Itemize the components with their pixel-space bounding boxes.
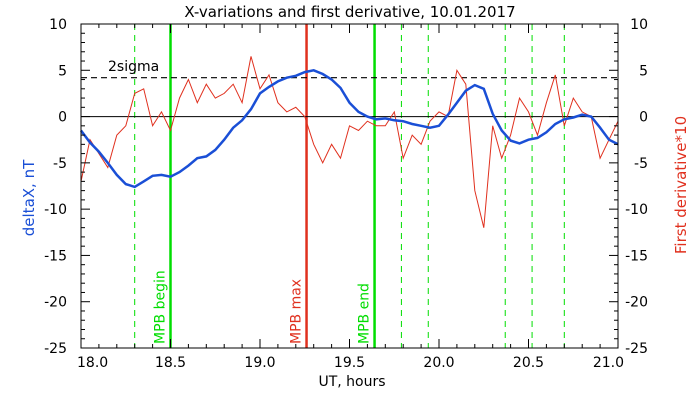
x-tick-label-4: 19.5 bbox=[334, 355, 365, 371]
y-tick-label-right-5: -5 bbox=[634, 156, 648, 172]
marker-label-1: MPB begin bbox=[153, 270, 169, 344]
y-tick-label-left-6: 0 bbox=[58, 110, 67, 126]
y-axis-label-right: First derivative*10 bbox=[672, 116, 690, 254]
marker-labels: MPB begin MPB max MPB end bbox=[153, 270, 373, 344]
y-tick-label-left-5: -5 bbox=[53, 156, 67, 172]
y-tick-label-right-2: -20 bbox=[625, 295, 648, 311]
y-tick-label-left-8: 10 bbox=[49, 17, 67, 33]
y-tick-label-left-3: -15 bbox=[44, 248, 67, 264]
marker-label-2: MPB max bbox=[289, 279, 305, 344]
y-tick-label-right-6: 0 bbox=[639, 110, 648, 126]
x-tick-label-3: 19.0 bbox=[244, 355, 275, 371]
y-tick-label-left-4: -10 bbox=[44, 202, 67, 218]
y-tick-label-left-7: 5 bbox=[58, 63, 67, 79]
vertical-markers bbox=[134, 24, 565, 348]
axis-ticks: 18.0 18.5 19.0 19.5 20.0 20.5 21.0-25 -25-20 -20… bbox=[44, 17, 648, 371]
x-tick-label-7: 21.0 bbox=[593, 355, 624, 371]
x-tick-label-1: 18.0 bbox=[77, 355, 108, 371]
sigma-label: 2sigma bbox=[108, 59, 159, 75]
chart-title: X-variations and first derivative, 10.01… bbox=[184, 3, 515, 21]
y-tick-label-right-4: -10 bbox=[625, 202, 648, 218]
x-tick-label-5: 20.0 bbox=[423, 355, 454, 371]
y-tick-label-right-1: -25 bbox=[625, 341, 648, 357]
deltax-series-line bbox=[80, 68, 619, 189]
y-tick-label-right-3: -15 bbox=[625, 248, 648, 264]
marker-label-3: MPB end bbox=[357, 283, 373, 344]
y-tick-label-left-1: -25 bbox=[44, 341, 67, 357]
y-tick-label-left-2: -20 bbox=[44, 295, 67, 311]
derivative-series-line bbox=[80, 56, 619, 228]
x-tick-label-6: 20.5 bbox=[513, 355, 544, 371]
x-tick-label-2: 18.5 bbox=[155, 355, 186, 371]
x-axis-label: UT, hours bbox=[318, 374, 385, 390]
y-tick-label-right-7: 5 bbox=[639, 63, 648, 79]
y-tick-label-right-8: 10 bbox=[630, 17, 648, 33]
y-axis-label-left: deltaX, nT bbox=[20, 159, 38, 236]
